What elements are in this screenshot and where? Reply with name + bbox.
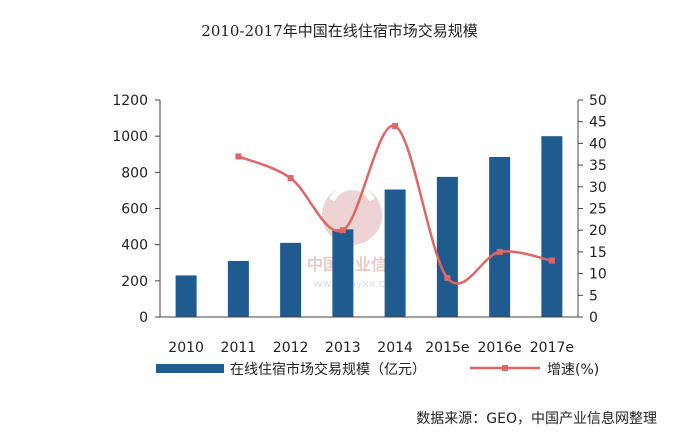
x-tick-label: 2010 <box>168 340 204 356</box>
y-right-tick-label: 30 <box>589 180 607 196</box>
legend-swatch-bar <box>156 364 224 373</box>
x-tick-label: 2015e <box>425 340 469 356</box>
y-right-tick-label: 50 <box>589 93 607 109</box>
bar-2015e <box>436 176 458 317</box>
source-note: 数据来源：GEO，中国产业信息网整理 <box>416 411 657 427</box>
watermark-text: 中国产业信息 <box>307 255 403 274</box>
y-left-tick-label: 800 <box>121 165 148 181</box>
y-right-tick-label: 35 <box>589 158 607 174</box>
bar-2013 <box>332 229 354 317</box>
x-tick-label: 2011 <box>221 340 257 356</box>
y-right-tick-label: 25 <box>589 202 607 218</box>
growth-point <box>235 153 242 160</box>
bar-2010 <box>175 275 197 317</box>
x-tick-label: 2013 <box>325 340 361 356</box>
growth-point <box>339 227 346 234</box>
bar-2016e <box>489 156 511 317</box>
legend-label-bar: 在线住宿市场交易规模（亿元） <box>230 361 426 378</box>
y-left-tick-label: 200 <box>121 274 148 290</box>
watermark-logo-arc <box>329 184 375 202</box>
x-tick-label: 2014 <box>377 340 413 356</box>
y-left-tick-label: 400 <box>121 238 148 254</box>
y-left-tick-label: 1200 <box>112 93 148 109</box>
legend-swatch-marker <box>502 365 508 371</box>
x-tick-label: 2016e <box>478 340 522 356</box>
y-right-tick-label: 40 <box>589 136 607 152</box>
y-left-tick-label: 0 <box>139 310 148 326</box>
bar-2017e <box>541 136 563 317</box>
growth-point <box>287 175 294 182</box>
growth-point <box>392 123 399 130</box>
y-right-tick-label: 20 <box>589 223 607 239</box>
x-tick-label: 2012 <box>273 340 309 356</box>
x-tick-label: 2017e <box>530 340 574 356</box>
bar-2012 <box>280 242 302 317</box>
legend-label-line: 增速(%) <box>547 362 599 378</box>
bar-2011 <box>227 260 249 317</box>
y-right-tick-label: 0 <box>589 310 598 326</box>
bar-2014 <box>384 189 406 317</box>
y-right-tick-label: 10 <box>589 267 607 283</box>
growth-point <box>444 274 451 281</box>
y-left-tick-label: 1000 <box>112 129 148 145</box>
y-right-tick-label: 5 <box>589 288 598 304</box>
growth-point <box>496 248 503 255</box>
growth-point <box>548 257 555 264</box>
y-left-tick-label: 600 <box>121 202 148 218</box>
y-right-tick-label: 45 <box>589 115 607 131</box>
chart-title: 2010-2017年中国在线住宿市场交易规模 <box>201 22 478 40</box>
y-right-tick-label: 15 <box>589 245 607 261</box>
